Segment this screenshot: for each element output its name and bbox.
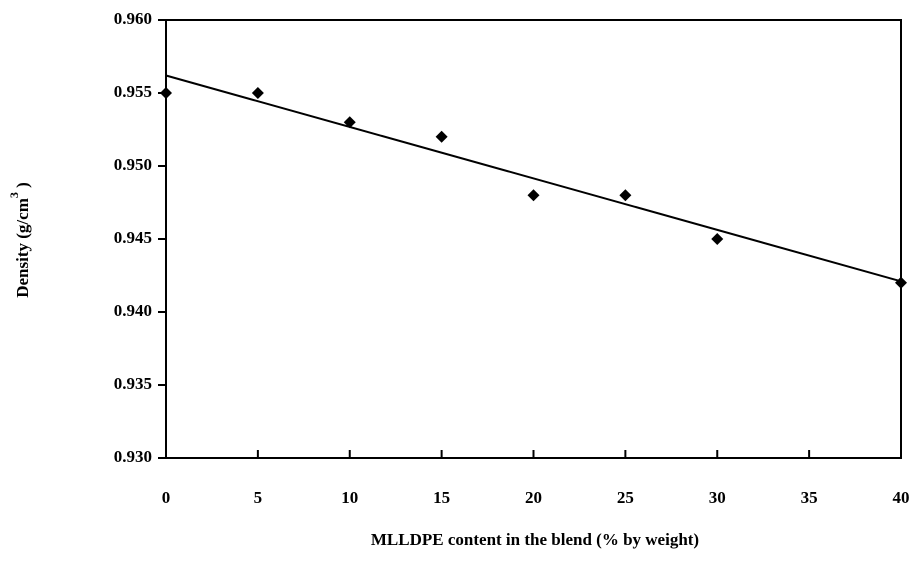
data-point [160,87,172,99]
data-point [619,189,632,202]
y-tick-label: 0.955 [114,82,152,101]
data-point [251,87,264,99]
x-tick-label: 15 [433,488,450,507]
y-label-close: ) [13,182,32,192]
data-point [343,116,356,129]
x-tick-label: 30 [709,488,726,507]
data-point [435,130,448,143]
y-tick-label: 0.950 [114,155,152,174]
y-tick-label: 0.930 [114,447,152,466]
x-axis-label: MLLDPE content in the blend (% by weight… [371,530,699,549]
trend-line [165,74,902,283]
y-tick-label: 0.945 [114,228,152,247]
y-label-sup: 3 [7,192,21,198]
y-tick-label: 0.940 [114,301,152,320]
y-axis-label: Density (g/cm3 ) [7,182,32,298]
data-point [895,276,907,289]
y-label-text: Density (g/cm [13,198,32,298]
plot-frame [165,19,902,459]
x-tick-label: 10 [341,488,358,507]
x-tick-label: 25 [617,488,634,507]
y-tick-label: 0.960 [114,9,152,28]
x-tick-label: 35 [801,488,818,507]
y-tick-label: 0.935 [114,374,152,393]
data-point [711,233,724,245]
x-tick-label: 40 [893,488,910,507]
x-tick-label: 20 [525,488,542,507]
x-tick-label: 0 [162,488,171,507]
data-point [527,189,540,202]
x-tick-label: 5 [254,488,263,507]
